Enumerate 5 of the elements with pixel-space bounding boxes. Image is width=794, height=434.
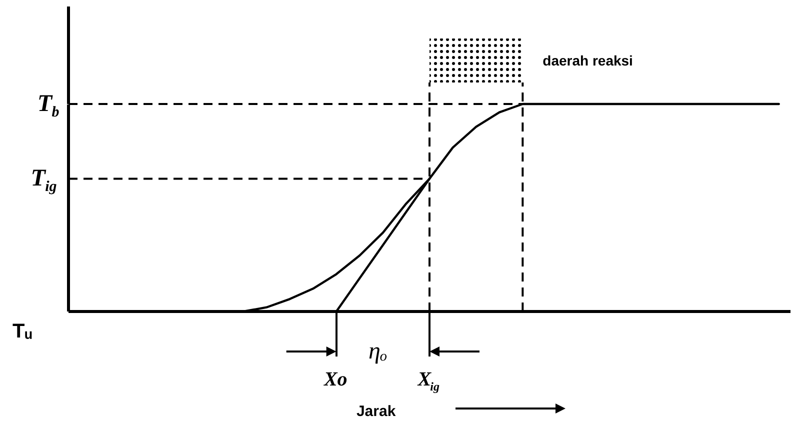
text: ηₒ xyxy=(368,338,388,364)
x-tick-label: Xo xyxy=(322,368,348,390)
text: daerah reaksi xyxy=(542,52,633,68)
x-axis-title: Jarak xyxy=(356,403,396,420)
text: Tᵤ xyxy=(12,320,32,342)
